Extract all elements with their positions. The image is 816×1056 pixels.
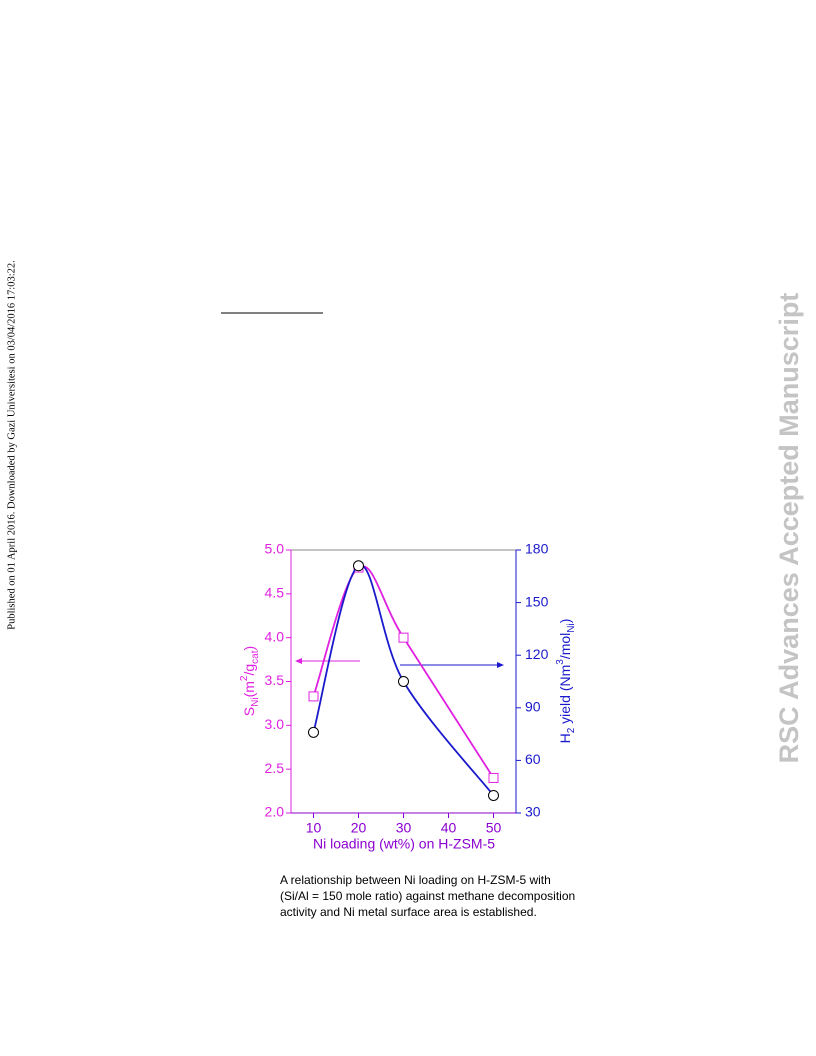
axis-label-part: S (241, 707, 257, 716)
x-tick-label: 20 (351, 820, 367, 836)
y-tick-label: 2.5 (265, 760, 285, 776)
y-tick-label: 4.0 (265, 628, 285, 644)
circle-marker (398, 676, 409, 687)
x-axis-label: Ni loading (wt%) on H-ZSM-5 (313, 836, 495, 852)
axis-label-part: 3 (555, 659, 566, 665)
axis-label-part: 2 (239, 675, 250, 681)
y-tick-label: 5.0 (265, 541, 285, 557)
axis-label-part: /mol (557, 633, 573, 659)
caption-line: A relationship between Ni loading on H-Z… (280, 873, 551, 887)
circle-marker (308, 726, 319, 738)
watermark: RSC Advances Accepted Manuscript (774, 293, 804, 764)
y-tick-label: 3.0 (265, 716, 285, 732)
axis-label-part: ) (557, 619, 573, 624)
square-marker (308, 691, 319, 702)
arrow-head (497, 662, 504, 668)
axis-label-part: Ni (250, 697, 261, 706)
axis-label-part: Ni (566, 623, 577, 632)
series-line (312, 565, 495, 779)
caption-line: (Si/Al = 150 mole ratio) against methane… (280, 889, 575, 903)
y2-tick-label: 120 (525, 646, 549, 662)
y2-axis-label: H2 yield (Nm3/molNi) (555, 619, 577, 744)
y2-tick-label: 90 (525, 699, 541, 715)
axis-label-part: H (557, 733, 573, 743)
y2-tick-label: 150 (525, 593, 549, 609)
axis-label-part: 2 (566, 727, 577, 733)
x-tick-label: 10 (306, 820, 322, 836)
x-tick-label: 40 (441, 820, 457, 836)
y-tick-label: 2.0 (265, 804, 285, 820)
square-marker (398, 632, 409, 643)
x-tick-label: 50 (486, 820, 502, 836)
axis-label-part: (m (241, 681, 257, 697)
axis-label-part: /g (241, 664, 257, 676)
circle-marker (488, 789, 499, 801)
y-axis-label: SNi(m2/gcat) (239, 646, 261, 716)
y-tick-label: 3.5 (265, 672, 285, 688)
axis-label-part: ) (241, 646, 257, 651)
side-note: Published on 01 April 2016. Downloaded b… (6, 260, 17, 630)
y-tick-label: 4.5 (265, 585, 285, 601)
arrow-head (295, 658, 302, 664)
series-line (312, 564, 495, 797)
y2-tick-label: 60 (525, 751, 541, 767)
caption-line: activity and Ni metal surface area is es… (280, 905, 537, 919)
axis-label-part: yield (Nm (557, 665, 573, 728)
square-marker (488, 772, 499, 783)
circle-marker (353, 560, 364, 572)
axis-label-part: cat (250, 650, 261, 664)
x-tick-label: 30 (396, 820, 412, 836)
y2-tick-label: 30 (525, 804, 541, 820)
y2-tick-label: 180 (525, 541, 549, 557)
chart: Ni loading (wt%) on H-ZSM-5 SNi(m2/gcat)… (239, 541, 577, 852)
